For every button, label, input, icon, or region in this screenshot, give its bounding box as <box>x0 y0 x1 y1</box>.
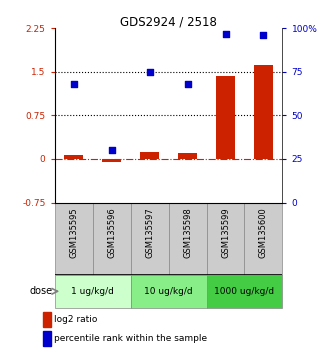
Bar <box>55 202 92 275</box>
Text: GSM135595: GSM135595 <box>69 207 78 258</box>
Point <box>261 33 266 38</box>
Bar <box>43 331 51 346</box>
Point <box>223 31 228 36</box>
Bar <box>64 155 83 159</box>
Bar <box>169 202 206 275</box>
Text: GSM135598: GSM135598 <box>183 207 192 258</box>
Point <box>109 147 114 153</box>
Text: GSM135597: GSM135597 <box>145 207 154 258</box>
Bar <box>102 159 121 162</box>
Bar <box>131 275 206 308</box>
Point <box>71 81 76 87</box>
Point <box>147 69 152 75</box>
Bar <box>92 202 131 275</box>
Bar <box>131 202 169 275</box>
Bar <box>216 76 235 159</box>
Text: percentile rank within the sample: percentile rank within the sample <box>54 334 207 343</box>
Text: 1000 ug/kg/d: 1000 ug/kg/d <box>214 287 274 296</box>
Bar <box>43 312 51 327</box>
Bar <box>178 153 197 159</box>
Bar <box>206 275 282 308</box>
Bar <box>55 275 131 308</box>
Text: 10 ug/kg/d: 10 ug/kg/d <box>144 287 193 296</box>
Bar <box>254 65 273 159</box>
Text: dose: dose <box>30 286 53 296</box>
Bar <box>245 202 282 275</box>
Text: 1 ug/kg/d: 1 ug/kg/d <box>71 287 114 296</box>
Point <box>185 81 190 87</box>
Title: GDS2924 / 2518: GDS2924 / 2518 <box>120 15 217 28</box>
Text: log2 ratio: log2 ratio <box>54 315 98 324</box>
Text: GSM135596: GSM135596 <box>107 207 116 258</box>
Bar <box>140 152 159 159</box>
Text: GSM135600: GSM135600 <box>259 207 268 258</box>
Text: GSM135599: GSM135599 <box>221 207 230 258</box>
Bar <box>206 202 245 275</box>
